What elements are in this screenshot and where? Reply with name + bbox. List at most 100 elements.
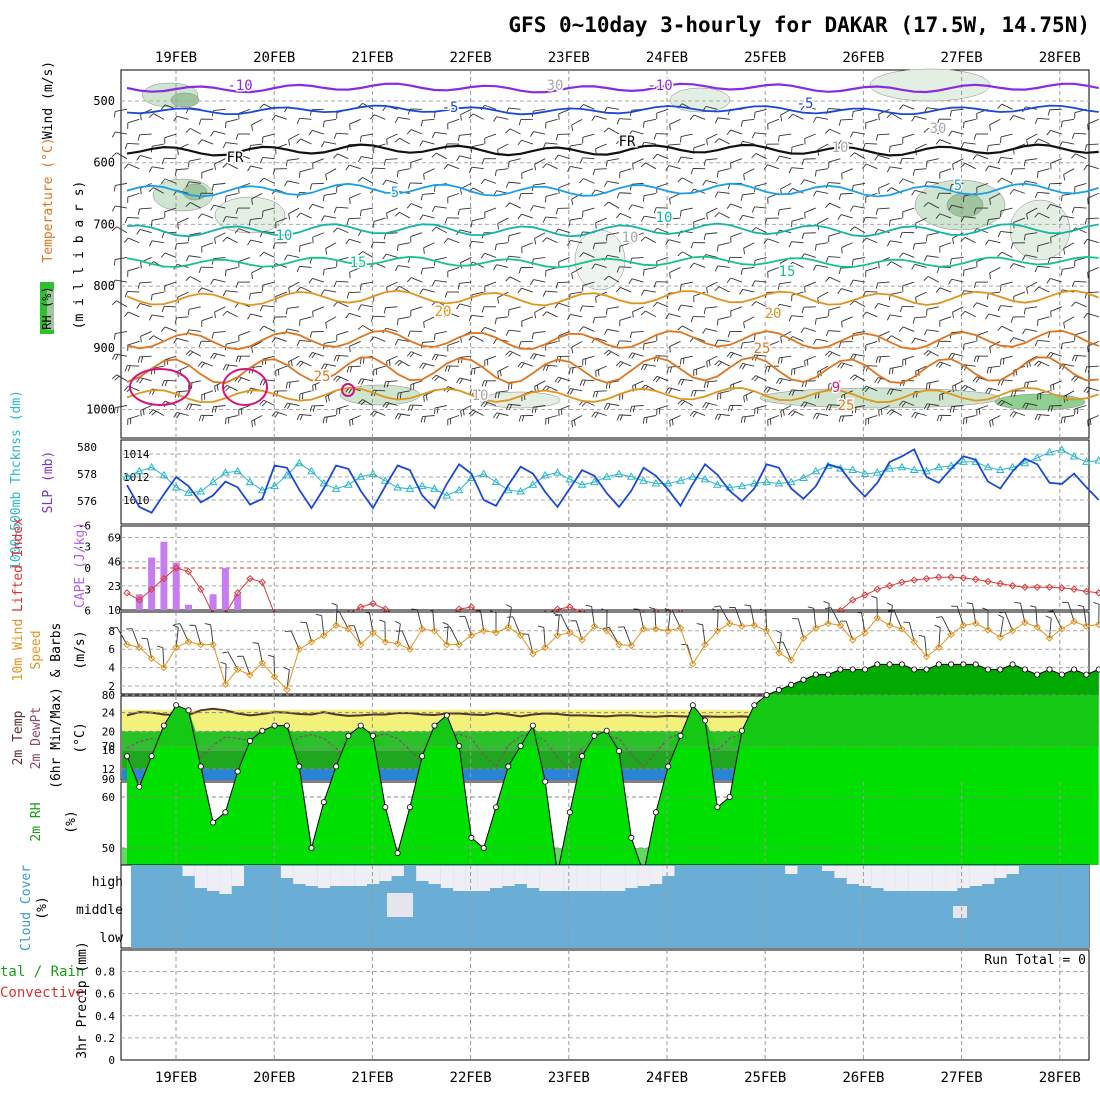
wind-barb [188, 232, 201, 236]
wind-barb [434, 279, 447, 283]
wind-barb [127, 365, 140, 367]
wind-barb-feather [517, 361, 522, 368]
wind-barb-feather [357, 156, 362, 163]
wind-barb [693, 262, 706, 268]
wind-barb [706, 281, 718, 288]
wind-barb [337, 375, 349, 382]
wind-barb-feather [1025, 403, 1029, 410]
wind-barb-feather [813, 264, 817, 271]
wind-barb-feather [518, 267, 522, 274]
wind-barb [374, 114, 386, 120]
wind-barb [988, 387, 1001, 392]
wind-speed-marker [996, 633, 1005, 641]
wind-barb [1087, 386, 1099, 392]
wind-barb-feather [397, 413, 402, 420]
wind-barb [734, 607, 743, 627]
wind-barb [591, 606, 595, 627]
wind-barb [779, 303, 792, 308]
wind-barb [656, 301, 669, 308]
wind-barb-feather [997, 614, 1004, 618]
wind-barb [865, 216, 878, 219]
wind-barb-feather [211, 184, 214, 191]
wind-barb-feather [743, 322, 745, 329]
wind-speed-marker [344, 625, 353, 633]
wind-barb-feather [632, 311, 634, 318]
wind-barb [816, 168, 829, 172]
wind-barb [336, 280, 349, 283]
wind-barb-feather [518, 193, 522, 200]
wind-speed-marker [221, 680, 230, 688]
wind-barb-feather [136, 155, 141, 161]
wind-barb-feather [271, 337, 276, 343]
cloud-high-gap [194, 866, 208, 888]
wind-barb-feather [1022, 402, 1026, 409]
contour-label: FR [227, 150, 244, 166]
thickness-marker [565, 474, 575, 483]
top-day-label: 21FEB [351, 50, 393, 66]
wind-barb [755, 301, 767, 308]
wind-barb-feather [948, 352, 953, 359]
wind-barb-feather [982, 607, 989, 611]
wind-barb-feather [222, 236, 228, 242]
wind-barb-feather [360, 379, 365, 385]
wind-barb-feather [1047, 109, 1051, 116]
wind-barb-feather [935, 287, 941, 293]
wind-barb [583, 104, 595, 110]
wind-barb [484, 104, 497, 110]
wind-barb [471, 291, 484, 296]
wind-barb [312, 352, 324, 357]
cloud-high-gap [490, 866, 503, 888]
contour-label: 20 [435, 304, 452, 320]
wind-barb-feather [925, 383, 928, 390]
rh-marker [1046, 666, 1053, 673]
wind-barb [608, 627, 620, 645]
wind-barb-feather [111, 279, 116, 286]
rh-marker [997, 666, 1004, 673]
wind-barb [300, 360, 312, 367]
wind-barb-feather [150, 294, 153, 301]
wind-barb [1001, 103, 1013, 110]
wind-barb-feather [396, 630, 403, 632]
wind-barb [890, 291, 902, 295]
wind-barb [127, 192, 140, 198]
wind-barb [546, 311, 558, 318]
wind-barb-feather [1014, 602, 1021, 604]
wind-barb [131, 628, 140, 648]
thickness-marker [171, 483, 181, 491]
wind-barb-feather [642, 195, 645, 202]
wind-barb [951, 405, 964, 408]
wind-barb-feather [493, 412, 497, 419]
thickness-marker [762, 477, 771, 486]
thickness-marker [134, 466, 144, 475]
wind-barb-feather [299, 414, 303, 421]
wind-barb-feather [788, 315, 792, 322]
wind-barb [1013, 189, 1026, 194]
cape-axis-label: CAPE (J/kg) [73, 522, 88, 608]
magenta-contour [129, 368, 191, 406]
wind-barb-feather [923, 255, 928, 262]
wind-barb [534, 158, 546, 165]
cloud-high-gap [662, 866, 675, 876]
wind-barb [1000, 281, 1013, 286]
wind-barb [575, 620, 583, 641]
contour-label: 15 [779, 264, 796, 280]
wind-barb [225, 364, 238, 367]
wind-barb-feather [434, 354, 439, 361]
wind-barb [681, 325, 694, 332]
rh-band [127, 664, 1099, 695]
wind-barb-feather [862, 365, 866, 372]
rh-marker [136, 783, 143, 790]
cloud-high-gap [613, 866, 626, 891]
wind-barb-feather [468, 335, 474, 341]
wind-speed-marker [602, 627, 611, 635]
wind-barb-feather [369, 410, 375, 416]
rh-marker [333, 763, 340, 770]
wind-barb [623, 626, 632, 646]
wind-barb-feather [161, 232, 165, 239]
wind-barb [385, 327, 398, 332]
wind-barb-feather [386, 212, 388, 219]
wind-barb [792, 113, 804, 120]
rh-marker [160, 722, 167, 729]
wind-barb [299, 117, 312, 120]
